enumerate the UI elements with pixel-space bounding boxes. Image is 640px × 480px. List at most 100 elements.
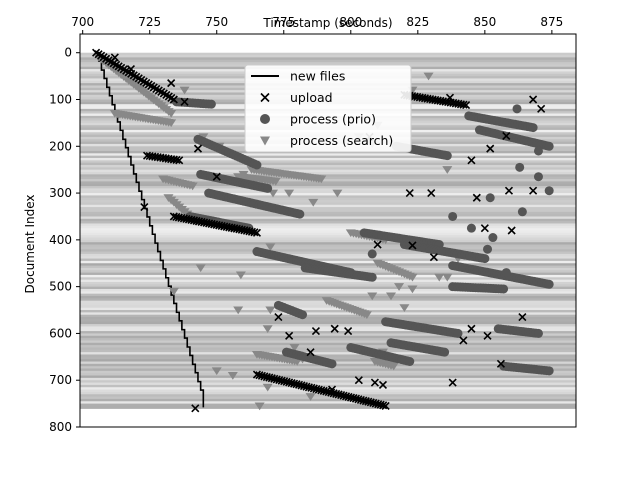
- process-prio-point: [544, 186, 554, 196]
- density-band: [80, 195, 576, 199]
- upload-point: [311, 327, 321, 336]
- density-band: [80, 244, 576, 248]
- density-band: [80, 368, 576, 372]
- upload-point: [373, 240, 382, 249]
- process-search-point: [316, 175, 327, 184]
- upload-point: [537, 104, 546, 113]
- density-band: [80, 319, 576, 323]
- legend-label: process (search): [290, 133, 393, 148]
- process-search-point: [407, 273, 418, 282]
- process-prio-point: [533, 328, 543, 338]
- upload-point: [212, 172, 221, 181]
- upload-point: [483, 331, 492, 340]
- density-band: [80, 183, 576, 187]
- process-search-point: [434, 273, 445, 282]
- density-band: [80, 188, 576, 192]
- x-tick-label: 725: [138, 15, 161, 29]
- density-band: [80, 52, 576, 56]
- density-band: [80, 200, 576, 204]
- density-band: [80, 342, 576, 346]
- upload-point: [529, 186, 538, 195]
- density-band: [80, 288, 576, 292]
- density-band: [80, 291, 576, 295]
- process-prio-point: [517, 207, 527, 217]
- upload-point: [344, 327, 353, 336]
- density-band: [80, 62, 576, 66]
- process-prio-point: [405, 357, 415, 366]
- process-search-point: [187, 182, 198, 191]
- density-band: [80, 401, 576, 405]
- upload-point: [191, 404, 200, 413]
- process-search-point: [227, 372, 238, 380]
- process-search-point: [265, 306, 276, 315]
- process-search-point: [284, 189, 295, 198]
- process-prio-point: [448, 211, 458, 221]
- density-band: [80, 190, 576, 194]
- y-axis-label: Document Index: [23, 194, 37, 293]
- x-tick-label: 800: [339, 15, 362, 29]
- process-search-point: [254, 402, 265, 411]
- upload-point: [285, 331, 294, 340]
- x-axis-label: Timestamp (seconds): [262, 16, 392, 30]
- density-band: [80, 338, 576, 342]
- density-band: [80, 176, 576, 180]
- process-prio-point: [298, 310, 308, 320]
- density-band: [80, 169, 576, 173]
- process-search-point: [166, 119, 177, 128]
- upload-point: [306, 348, 315, 357]
- density-band: [80, 160, 576, 164]
- process-prio-point: [528, 123, 538, 133]
- process-prio-point: [453, 328, 463, 338]
- density-band: [80, 221, 576, 225]
- upload-point: [462, 101, 471, 110]
- density-band: [80, 256, 576, 260]
- density-band: [80, 375, 576, 379]
- density-band: [80, 380, 576, 384]
- density-band: [80, 258, 576, 262]
- density-band: [80, 377, 576, 381]
- y-tick-label: 400: [49, 233, 72, 247]
- density-band: [80, 239, 576, 243]
- upload-point: [502, 131, 511, 141]
- density-band: [80, 181, 576, 185]
- density-band: [80, 216, 576, 220]
- process-search-point: [361, 311, 372, 319]
- upload-point: [193, 144, 203, 153]
- upload-point: [496, 359, 505, 368]
- plot-frame: [79, 33, 577, 428]
- density-band: [80, 345, 576, 349]
- process-prio-point: [501, 268, 511, 278]
- upload-point: [330, 324, 339, 333]
- y-tick-label: 300: [49, 186, 72, 200]
- density-band: [80, 209, 576, 213]
- y-tick-label: 0: [64, 46, 72, 60]
- upload-point: [529, 95, 538, 104]
- legend-search-swatch: [260, 136, 270, 146]
- process-search-point: [386, 292, 397, 301]
- process-prio-point: [544, 366, 554, 376]
- density-band: [80, 286, 576, 290]
- upload-point: [274, 312, 283, 322]
- density-band: [80, 277, 576, 281]
- process-search-point: [332, 189, 343, 198]
- legend-prio-swatch: [260, 114, 270, 124]
- process-search-point: [168, 287, 179, 296]
- process-search-point: [195, 264, 206, 273]
- upload-point: [448, 378, 457, 387]
- density-band: [80, 370, 576, 374]
- legend-label: upload: [290, 90, 333, 105]
- density-band: [80, 331, 576, 335]
- density-band: [80, 55, 576, 58]
- density-band: [80, 352, 576, 356]
- density-band: [80, 335, 576, 339]
- process-search-point: [399, 304, 410, 312]
- density-band: [80, 57, 576, 61]
- density-band: [80, 167, 576, 171]
- process-prio-point: [488, 233, 498, 243]
- density-band: [80, 237, 576, 241]
- density-band: [80, 186, 576, 189]
- process-prio-point: [295, 209, 305, 219]
- process-prio-point: [263, 183, 273, 193]
- process-search-point: [270, 177, 281, 186]
